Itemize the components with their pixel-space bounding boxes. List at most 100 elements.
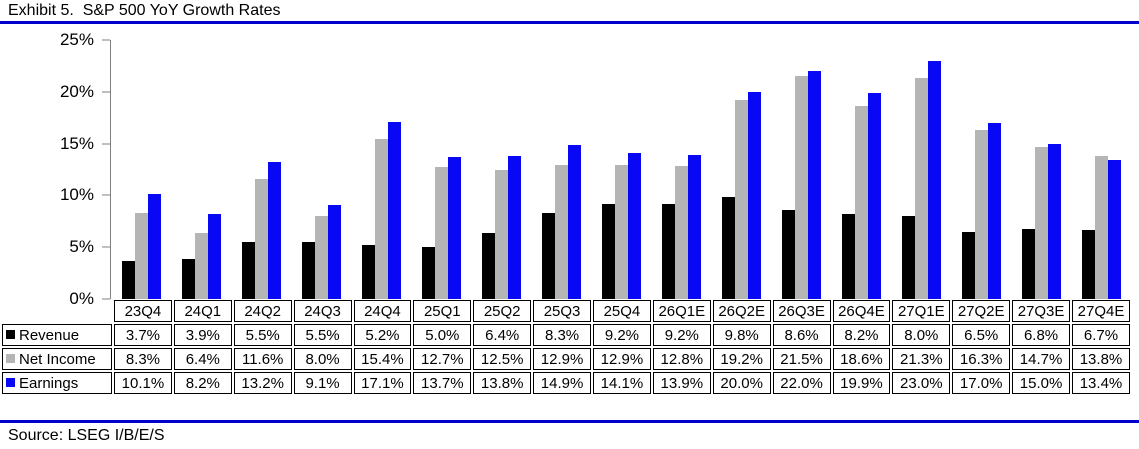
revenue-bar xyxy=(481,232,495,299)
net-income-bar xyxy=(914,78,928,299)
quarter-header-cell: 24Q1 xyxy=(173,300,232,322)
net-income-bar xyxy=(494,169,508,299)
series-row-net-income: Net Income 8.3% 6.4% 11.6% 8.0% 15.4% 12.7% 12.… xyxy=(2,348,1130,370)
quarter-header-cell: 26Q3E xyxy=(772,300,831,322)
bar-group-25Q2 xyxy=(471,40,531,299)
net-income-bar xyxy=(854,106,868,299)
value-cell: 10.1% xyxy=(114,372,172,394)
quarter-header-cell: 24Q3 xyxy=(293,300,352,322)
net-income-legend-swatch-icon xyxy=(6,354,15,364)
value-cell: 11.6% xyxy=(233,348,292,370)
value-cell: 19.9% xyxy=(832,372,891,394)
revenue-bar xyxy=(601,203,615,299)
earnings-bar xyxy=(927,60,941,299)
plot-area xyxy=(110,40,1131,299)
bar-group-26Q3E xyxy=(771,40,831,299)
quarter-header-row: 23Q4 24Q1 24Q2 24Q3 24Q4 25Q1 25Q2 25Q3 25Q4 26Q1… xyxy=(2,300,1130,322)
value-cell: 13.9% xyxy=(652,372,711,394)
value-cell: 12.5% xyxy=(473,348,532,370)
source-text: Source: LSEG I/B/E/S xyxy=(8,427,165,444)
value-cell: 13.7% xyxy=(413,372,472,394)
value-cell: 13.8% xyxy=(473,372,532,394)
value-cell: 15.4% xyxy=(353,348,412,370)
earnings-bar xyxy=(807,71,821,299)
value-cell: 3.9% xyxy=(173,324,232,346)
value-cell: 6.4% xyxy=(173,348,232,370)
bar-group-26Q2E xyxy=(711,40,771,299)
value-cell: 21.5% xyxy=(772,348,831,370)
quarter-header-cell: 27Q3E xyxy=(1012,300,1070,322)
y-axis-tick xyxy=(102,39,110,41)
value-cell: 6.7% xyxy=(1072,324,1130,346)
value-cell: 8.0% xyxy=(293,348,352,370)
net-income-bar xyxy=(314,216,328,299)
earnings-legend-swatch-icon xyxy=(6,378,15,388)
series-label-text: Net Income xyxy=(19,350,96,368)
value-cell: 9.2% xyxy=(652,324,711,346)
earnings-bar xyxy=(147,194,161,299)
earnings-bar xyxy=(267,162,281,299)
revenue-bar xyxy=(781,209,795,299)
value-cell: 12.9% xyxy=(533,348,591,370)
value-cell: 6.4% xyxy=(473,324,532,346)
bar-group-24Q3 xyxy=(291,40,351,299)
quarter-header-cell: 27Q2E xyxy=(952,300,1011,322)
series-label-cell: Net Income xyxy=(2,348,112,370)
quarter-header-cell: 25Q1 xyxy=(413,300,472,322)
title-rule xyxy=(0,21,1139,24)
quarter-header-cell: 26Q2E xyxy=(712,300,771,322)
net-income-bar xyxy=(1034,146,1048,299)
revenue-bar xyxy=(541,213,555,299)
net-income-bar xyxy=(434,167,448,299)
quarter-header-cell: 26Q1E xyxy=(652,300,711,322)
earnings-bar xyxy=(627,152,641,299)
earnings-bar xyxy=(387,121,401,299)
net-income-bar xyxy=(194,232,208,299)
revenue-legend-swatch-icon xyxy=(6,330,15,340)
value-cell: 19.2% xyxy=(712,348,771,370)
bar-group-27Q1E xyxy=(891,40,951,299)
y-axis-tick xyxy=(102,246,110,248)
net-income-bar xyxy=(374,139,388,299)
bar-group-27Q3E xyxy=(1011,40,1071,299)
footer-rule xyxy=(0,420,1139,423)
y-axis-label: 20% xyxy=(59,81,94,101)
revenue-bar xyxy=(1021,228,1035,299)
net-income-bar xyxy=(134,213,148,299)
earnings-bar xyxy=(567,144,581,299)
value-cell: 8.2% xyxy=(173,372,232,394)
value-cell: 6.8% xyxy=(1012,324,1070,346)
value-cell: 23.0% xyxy=(892,372,951,394)
bar-group-24Q4 xyxy=(351,40,411,299)
bar-group-26Q1E xyxy=(651,40,711,299)
quarter-header-cell: 25Q2 xyxy=(473,300,532,322)
bar-group-25Q3 xyxy=(531,40,591,299)
bar-group-26Q4E xyxy=(831,40,891,299)
value-cell: 17.0% xyxy=(952,372,1011,394)
revenue-bar xyxy=(181,258,195,299)
value-cell: 18.6% xyxy=(832,348,891,370)
quarter-header-cell: 27Q1E xyxy=(892,300,951,322)
net-income-bar xyxy=(794,76,808,299)
earnings-bar xyxy=(1107,160,1121,299)
revenue-bar xyxy=(361,245,375,299)
value-cell: 22.0% xyxy=(772,372,831,394)
value-cell: 9.8% xyxy=(712,324,771,346)
earnings-bar xyxy=(987,122,1001,299)
value-cell: 5.0% xyxy=(413,324,472,346)
value-cell: 17.1% xyxy=(353,372,412,394)
chart-area: 25% 20% 15% 10% 5% 0% xyxy=(0,30,1139,308)
value-cell: 14.7% xyxy=(1012,348,1070,370)
earnings-bar xyxy=(327,204,341,299)
value-cell: 13.8% xyxy=(1072,348,1130,370)
value-cell: 16.3% xyxy=(952,348,1011,370)
value-cell: 15.0% xyxy=(1012,372,1070,394)
earnings-bar xyxy=(687,155,701,299)
value-cell: 12.7% xyxy=(413,348,472,370)
revenue-bar xyxy=(721,197,735,299)
quarter-header-cell: 24Q4 xyxy=(353,300,412,322)
earnings-bar xyxy=(207,214,221,299)
series-row-earnings: Earnings 10.1% 8.2% 13.2% 9.1% 17.1% 13.7% 13.8… xyxy=(2,372,1130,394)
net-income-bar xyxy=(974,130,988,299)
